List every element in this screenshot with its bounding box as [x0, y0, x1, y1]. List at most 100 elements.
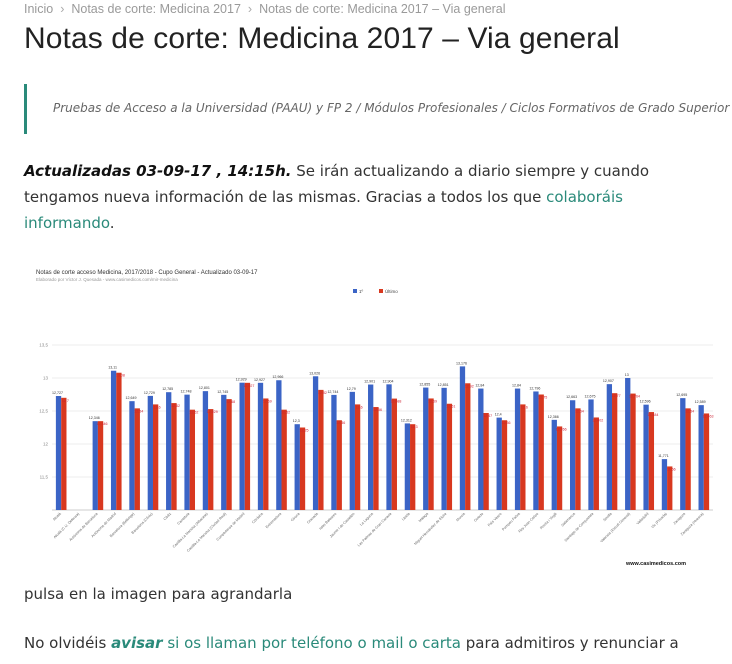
- data-label: 12,589: [695, 400, 706, 404]
- bar: [276, 380, 282, 510]
- x-tick-label: Rey Juan Carlos: [518, 512, 540, 534]
- legend-swatch: [353, 289, 357, 293]
- bar: [648, 412, 655, 510]
- bar: [680, 398, 686, 510]
- bar: [368, 384, 374, 510]
- blockquote: Pruebas de Acceso a la Universidad (PAAU…: [24, 84, 729, 134]
- data-label: 12,748: [181, 390, 192, 394]
- chart-watermark: www.casimedicos.com: [625, 561, 686, 567]
- bar: [386, 384, 392, 510]
- x-tick-label: Vic (Privada): [650, 512, 667, 529]
- legend-label: Último: [385, 288, 398, 294]
- data-label: 12,764: [629, 395, 640, 399]
- data-label: 12,79: [347, 387, 356, 391]
- x-tick-label: Girona: [290, 512, 300, 522]
- bar: [630, 393, 636, 510]
- bar: [410, 424, 416, 510]
- y-tick-label: 11,5: [40, 475, 49, 480]
- data-label: 12,36: [336, 421, 345, 425]
- bar: [625, 378, 631, 510]
- x-tick-label: Extremadura: [265, 512, 282, 529]
- closing-paragraph: No olvidéis avisar si os llaman por telé…: [24, 634, 724, 652]
- notify-link-bold: avisar: [111, 634, 163, 652]
- bar: [533, 391, 539, 510]
- data-label: 12,4: [495, 413, 502, 417]
- update-text: Se irán actualizando a diario siempre y …: [24, 162, 650, 206]
- bar: [152, 404, 159, 510]
- data-label: 12,92: [465, 384, 474, 388]
- data-label: 12,695: [676, 393, 687, 397]
- data-label: 12,663: [566, 395, 577, 399]
- breadcrumb-parent-link[interactable]: Notas de corte: Medicina 2017: [71, 2, 241, 16]
- bar: [703, 413, 710, 510]
- y-tick-label: 13,5: [39, 343, 48, 348]
- x-tick-label: Las Palmas de Gran Canaria: [357, 512, 393, 548]
- bar: [588, 399, 594, 510]
- x-tick-label: Castilla-La Mancha (Albacete): [172, 512, 209, 549]
- data-label: 12,904: [383, 379, 394, 383]
- breadcrumb-separator: ›: [247, 2, 253, 16]
- breadcrumb-home-link[interactable]: Inicio: [24, 2, 54, 16]
- data-label: 12,7: [62, 399, 69, 403]
- data-label: 13: [625, 373, 629, 377]
- data-label: 12,69: [263, 399, 272, 403]
- data-label: 12,6: [521, 405, 528, 409]
- bar: [661, 459, 668, 510]
- x-tick-label: Granada: [306, 512, 319, 525]
- update-paragraph: Actualizadas 03-09-17 , 14:15h. Se irán …: [24, 158, 714, 236]
- bar: [61, 397, 67, 510]
- bar: [423, 387, 429, 510]
- bar: [483, 412, 489, 510]
- bar: [97, 421, 104, 510]
- data-label: 13,176: [456, 361, 467, 365]
- data-label: 12,529: [207, 410, 218, 414]
- collaborate-link[interactable]: colaboráis informando: [24, 188, 623, 232]
- update-end: .: [109, 214, 115, 232]
- x-tick-label: Cantabria: [177, 512, 191, 526]
- chart-image[interactable]: Notas de corte acceso Medicina, 2017/201…: [30, 262, 716, 578]
- bar: [257, 382, 264, 510]
- data-label: 12,84: [512, 384, 521, 388]
- x-tick-label: País Vasco: [487, 512, 503, 528]
- data-label: 12,688: [390, 400, 401, 404]
- blockquote-text: Pruebas de Acceso a la Universidad (PAAU…: [53, 101, 730, 115]
- data-label: 12,62: [171, 404, 180, 408]
- x-tick-label: Sevilla: [602, 512, 612, 522]
- data-label: 12,929: [236, 378, 247, 382]
- data-label: 12,266: [556, 427, 567, 431]
- bar: [569, 400, 576, 510]
- x-tick-label: Rovira i Virgili: [539, 512, 557, 530]
- bar: [281, 409, 287, 510]
- notify-link[interactable]: avisar si os llaman por teléfono o mail …: [111, 634, 461, 652]
- data-label: 12,727: [52, 391, 63, 395]
- x-tick-label: Islas Baleares: [319, 512, 338, 531]
- bar: [92, 421, 98, 510]
- chart-title: Notas de corte acceso Medicina, 2017/201…: [36, 270, 258, 276]
- data-label: 12,312: [401, 418, 412, 422]
- bar: [221, 394, 227, 510]
- data-label: 12,68: [226, 400, 235, 404]
- data-label: 12,745: [217, 390, 228, 394]
- bar: [349, 391, 355, 510]
- x-tick-label: Murcia: [455, 512, 465, 522]
- bar: [171, 403, 177, 510]
- data-label: 12,82: [318, 391, 327, 395]
- bar: [520, 404, 526, 510]
- data-label: 12,729: [144, 391, 155, 395]
- data-label: 12,56: [373, 408, 382, 412]
- bar: [208, 409, 214, 510]
- data-label: 11,66: [667, 467, 676, 471]
- x-tick-label: Alcalá: [52, 512, 62, 522]
- bar-chart: Notas de corte acceso Medicina, 2017/201…: [36, 270, 713, 567]
- update-date: Actualizadas 03-09-17 , 14:15h.: [24, 162, 292, 180]
- data-label: 12,52: [189, 411, 198, 415]
- data-label: 12,596: [640, 400, 651, 404]
- data-label: 12,346: [89, 416, 100, 420]
- bar: [299, 427, 306, 510]
- bar: [446, 403, 453, 510]
- bar: [685, 408, 691, 510]
- data-label: 12,463: [702, 414, 713, 418]
- data-label: 12,785: [162, 387, 173, 391]
- bar: [551, 419, 557, 510]
